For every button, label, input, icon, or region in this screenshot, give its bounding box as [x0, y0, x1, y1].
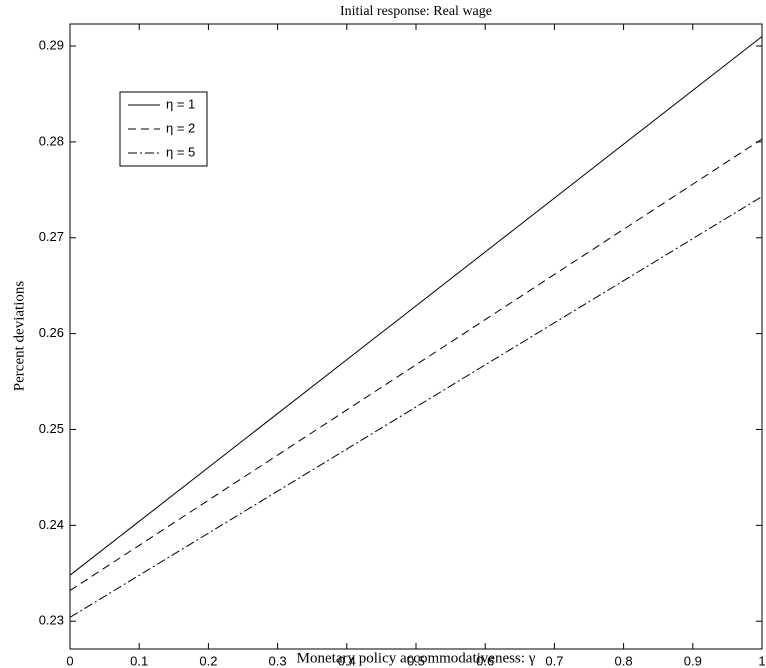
data-line — [69, 196, 763, 618]
data-line — [69, 36, 763, 576]
x-tick-label: 1 — [758, 653, 765, 668]
chart-title: Initial response: Real wage — [340, 4, 492, 19]
x-tick-label: 0.5 — [407, 653, 425, 668]
x-tick-label: 0.6 — [476, 653, 494, 668]
x-tick-label: 0.3 — [269, 653, 287, 668]
y-axis-label: Percent deviations — [11, 281, 27, 392]
x-tick-label: 0.8 — [615, 653, 633, 668]
y-tick-label: 0.28 — [39, 133, 64, 148]
y-tick-label: 0.29 — [39, 37, 64, 52]
x-tick-label: 0 — [66, 653, 73, 668]
x-tick-label: 0.7 — [545, 653, 563, 668]
y-tick-label: 0.24 — [39, 517, 64, 532]
legend-label: η = 1 — [166, 96, 195, 111]
x-tick-label: 0.1 — [130, 653, 148, 668]
x-tick-label: 0.2 — [199, 653, 217, 668]
y-tick-label: 0.27 — [39, 229, 64, 244]
x-tick-label: 0.4 — [338, 653, 356, 668]
y-tick-label: 0.23 — [39, 613, 64, 628]
data-line — [69, 138, 763, 591]
x-tick-label: 0.9 — [684, 653, 702, 668]
y-tick-label: 0.25 — [39, 421, 64, 436]
legend-label: η = 2 — [166, 120, 195, 135]
y-tick-label: 0.26 — [39, 325, 64, 340]
legend-label: η = 5 — [166, 144, 195, 159]
x-axis-label: Monetary policy accommodativeness: γ — [297, 650, 536, 666]
